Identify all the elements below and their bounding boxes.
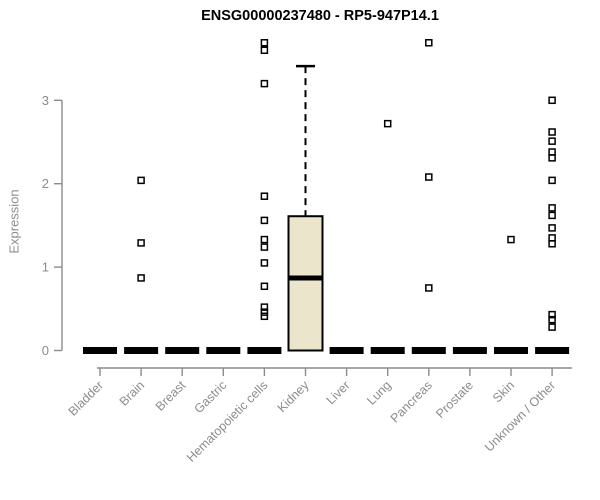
outlier-marker-unknown-other — [548, 310, 556, 319]
x-axis-category-label: Breast — [153, 378, 189, 414]
outlier-marker-skin — [507, 235, 515, 244]
x-axis-category-label: Hematopoietic cells — [184, 378, 271, 465]
box-collapsed-unknown-other — [535, 347, 570, 354]
outlier-marker-unknown-other — [548, 96, 556, 105]
outlier-marker-unknown-other — [548, 211, 556, 220]
y-axis-tick-label: 0 — [42, 343, 49, 358]
box-collapsed-lung — [370, 347, 405, 354]
x-axis-category-label: Skin — [490, 378, 517, 405]
outlier-marker-unknown-other — [548, 137, 556, 145]
outlier-marker-brain — [137, 239, 145, 247]
box-collapsed-skin — [494, 347, 528, 354]
chart-title: ENSG00000237480 - RP5-947P14.1 — [201, 8, 439, 24]
outlier-marker-unknown-other — [548, 128, 556, 136]
box-collapsed-hematopoietic-cells — [247, 347, 282, 354]
x-axis-category-label: Unknown / Other — [482, 378, 558, 454]
outlier-marker-hematopoietic-cells — [260, 46, 269, 55]
outlier-marker-unknown-other — [548, 154, 556, 162]
box-collapsed-pancreas — [411, 347, 446, 354]
x-axis-category-label: Gastric — [192, 378, 230, 416]
box-collapsed-breast — [165, 347, 200, 354]
outlier-marker-hematopoietic-cells — [260, 303, 269, 311]
x-axis-category-label: Prostate — [433, 378, 476, 421]
x-axis-category-label: Pancreas — [388, 378, 435, 425]
outlier-marker-hematopoietic-cells — [260, 282, 269, 291]
box-collapsed-brain — [124, 347, 159, 354]
outlier-marker-pancreas — [425, 173, 433, 181]
outlier-marker-pancreas — [425, 284, 433, 292]
y-axis-tick-label: 3 — [42, 93, 49, 108]
outlier-marker-hematopoietic-cells — [260, 235, 269, 244]
outlier-marker-pancreas — [425, 39, 433, 47]
x-axis-category-label: Lung — [364, 378, 394, 408]
outlier-marker-unknown-other — [548, 315, 556, 324]
outlier-marker-hematopoietic-cells — [260, 79, 269, 88]
outlier-marker-lung — [383, 119, 392, 128]
outlier-marker-hematopoietic-cells — [260, 308, 269, 316]
outlier-marker-hematopoietic-cells — [260, 243, 269, 251]
y-axis-tick-label: 2 — [42, 176, 49, 191]
outlier-marker-unknown-other — [548, 176, 556, 185]
outlier-marker-unknown-other — [548, 224, 556, 232]
outlier-marker-hematopoietic-cells — [260, 216, 269, 225]
y-axis-title: Expression — [6, 189, 22, 254]
outlier-marker-unknown-other — [548, 239, 556, 248]
x-axis-category-label: Bladder — [66, 378, 106, 418]
outlier-marker-unknown-other — [548, 204, 556, 212]
box-collapsed-gastric — [206, 347, 241, 354]
outlier-marker-unknown-other — [548, 323, 556, 331]
x-axis-category-label: Liver — [324, 378, 353, 407]
outlier-marker-hematopoietic-cells — [260, 39, 269, 47]
box-collapsed-prostate — [452, 347, 487, 354]
x-axis-category-label: Brain — [117, 378, 148, 409]
outlier-marker-hematopoietic-cells — [260, 312, 269, 321]
outlier-marker-hematopoietic-cells — [260, 259, 269, 267]
outlier-marker-hematopoietic-cells — [260, 192, 269, 200]
y-axis-tick-label: 1 — [42, 260, 49, 275]
outlier-marker-brain — [137, 274, 145, 282]
box-collapsed-bladder — [83, 347, 117, 354]
outlier-marker-brain — [137, 176, 145, 185]
box-kidney — [287, 215, 324, 352]
box-collapsed-liver — [329, 347, 364, 354]
x-axis-category-label: Kidney — [275, 378, 312, 415]
